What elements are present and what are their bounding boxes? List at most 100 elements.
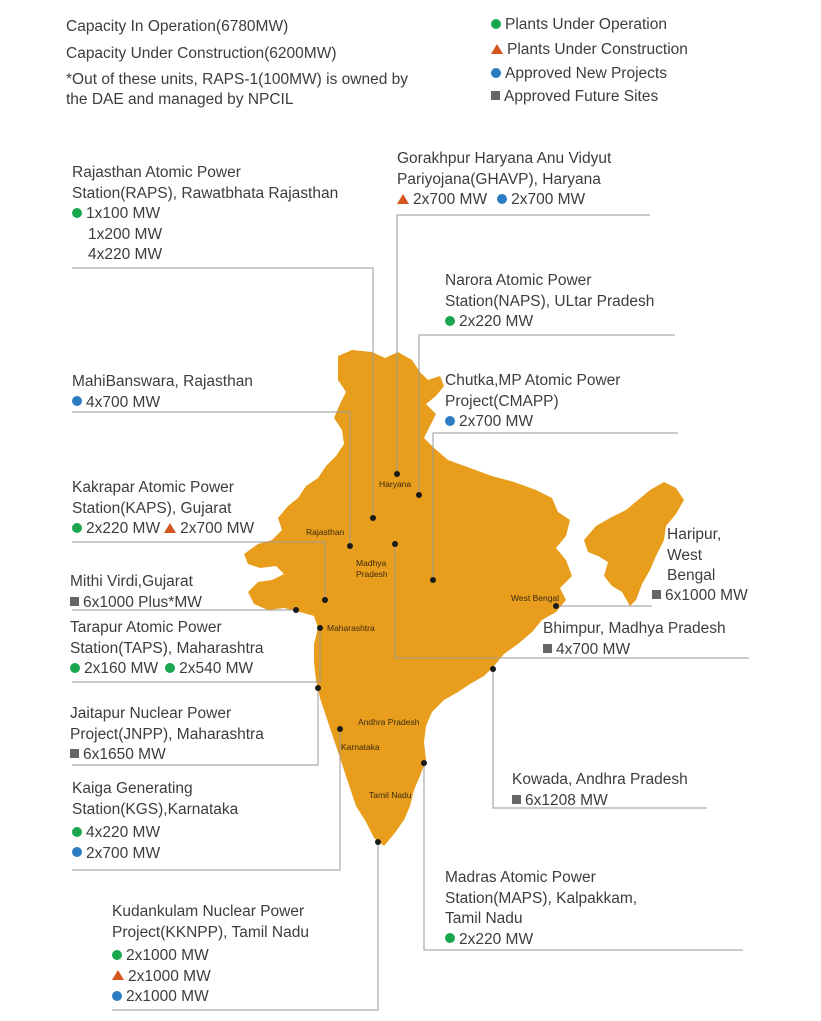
ownership-note-line2: the DAE and managed by NPCIL — [66, 91, 294, 108]
legend-label-construction: Plants Under Construction — [507, 41, 688, 58]
leader-naps — [418, 334, 675, 495]
plant-cmapp-capacity: 2x700 MW — [445, 412, 620, 433]
plant-kknpp-name2: Project(KKNPP), Tamil Nadu — [112, 923, 309, 941]
plant-haripur: Haripur, West Bengal — [667, 525, 721, 587]
plant-mithi-capacity: 6x1000 Plus*MW — [70, 593, 202, 614]
plant-location-dots — [293, 471, 559, 845]
capacity-value: 2x220 MW — [459, 313, 534, 330]
plant-kgs-name2: Station(KGS),Karnataka — [72, 800, 239, 818]
blue-dot-icon — [491, 67, 501, 78]
leader-jnpp — [72, 688, 319, 766]
plant-mithi-name1: Mithi Virdi,Gujarat — [70, 573, 193, 590]
grey-square-icon — [512, 794, 521, 804]
capacity-value: 6x1650 MW — [83, 746, 166, 763]
plant-raps-capacity-2: 1x200 MW — [88, 225, 163, 243]
plant-haripur-name1: Haripur, — [667, 526, 722, 543]
india-landmass — [244, 350, 684, 846]
plant-jnpp-name1: Jaitapur Nuclear Power — [70, 705, 232, 722]
dot-cmapp — [430, 577, 436, 583]
state-label-rajasthan: Rajasthan — [306, 527, 345, 537]
state-label-west-bengal: West Bengal — [511, 593, 560, 603]
green-dot-icon — [72, 207, 82, 218]
plant-maps-name2: Station(MAPS), Kalpakkam, — [445, 889, 638, 907]
legend-item-future: Approved Future Sites — [491, 87, 658, 108]
plant-ghavp-capacities: 2x700 MW 2x700 MW — [397, 190, 611, 211]
dot-mithi — [293, 607, 299, 613]
grey-square-icon — [70, 749, 79, 759]
grey-square-icon — [543, 643, 552, 653]
dot-bhimpur — [392, 541, 398, 547]
legend-item-approved: Approved New Projects — [491, 64, 667, 85]
leader-ghavp — [396, 214, 650, 474]
dot-raps — [370, 515, 376, 521]
plant-kaps-name2: Station(KAPS), Gujarat — [72, 499, 232, 517]
leader-taps — [72, 628, 321, 683]
leader-kknpp — [112, 842, 379, 1011]
grey-square-icon — [652, 590, 661, 600]
plant-kgs-name1: Kaiga Generating — [72, 780, 193, 797]
capacity-value: 6x1208 MW — [525, 791, 608, 809]
state-label-madhya-pradesh-2: Pradesh — [356, 569, 388, 579]
leader-kgs — [72, 729, 341, 871]
capacity-value: 1x100 MW — [86, 205, 161, 222]
capacity-value: 2x700 MW — [86, 844, 161, 862]
plant-taps-name1: Tarapur Atomic Power — [70, 619, 222, 636]
dot-jnpp — [315, 685, 321, 691]
plant-haripur-name3: Bengal — [667, 567, 716, 584]
orange-triangle-icon — [112, 970, 124, 981]
plant-cmapp-name2: Project(CMAPP) — [445, 392, 559, 410]
dot-kaps — [322, 597, 328, 603]
plant-cmapp: Chutka,MP Atomic Power Project(CMAPP) 2x… — [445, 371, 620, 433]
capacity-value: 2x1000 MW — [128, 967, 211, 985]
capacity-value: 6x1000 Plus*MW — [83, 593, 202, 611]
orange-triangle-icon — [164, 522, 177, 533]
capacity-value: 6x1000 MW — [665, 587, 748, 604]
capacity-value: 2x1000 MW — [126, 988, 209, 1005]
plant-jnpp: Jaitapur Nuclear Power Project(JNPP), Ma… — [70, 704, 264, 766]
plant-kaps: Kakrapar Atomic Power Station(KAPS), Guj… — [72, 478, 254, 540]
capacity-value: 2x1000 MW — [126, 947, 209, 964]
plant-kknpp-capacity-2: 2x1000 MW — [112, 967, 309, 988]
state-label-tamil-nadu: Tamil Nadu — [369, 790, 412, 800]
leader-kowada — [492, 669, 707, 809]
green-dot-icon — [70, 662, 80, 673]
plant-jnpp-capacity: 6x1650 MW — [70, 745, 264, 766]
green-dot-icon — [491, 18, 501, 29]
leader-kaps — [72, 541, 326, 600]
plant-kknpp-capacity-1: 2x1000 MW — [112, 946, 309, 967]
capacity-construction-text: Capacity Under Construction(6200MW) — [66, 45, 337, 62]
plant-kowada-capacity: 6x1208 MW — [512, 791, 688, 812]
leader-cmapp — [432, 432, 678, 580]
capacity-value: 2x220 MW — [86, 520, 161, 537]
capacity-value: 2x540 MW — [179, 660, 254, 677]
plant-raps-name2: Station(RAPS), Rawatbhata Rajasthan — [72, 184, 339, 202]
plant-taps-capacities: 2x160 MW 2x540 MW — [70, 659, 264, 680]
plant-ghavp-name2: Pariyojana(GHAVP), Haryana — [397, 170, 601, 188]
plant-naps-name2: Station(NAPS), ULtar Pradesh — [445, 292, 655, 310]
legend-item-operation: Plants Under Operation — [491, 15, 667, 36]
dot-haripur — [553, 603, 559, 609]
dot-mahi — [347, 543, 353, 549]
capacity-value: 4x220 MW — [86, 824, 161, 841]
leader-bhimpur — [394, 544, 749, 659]
plant-maps-name1: Madras Atomic Power — [445, 869, 596, 886]
india-northeast-shape — [584, 482, 684, 606]
plant-raps-name1: Rajasthan Atomic Power — [72, 164, 241, 181]
india-mainland-shape — [244, 350, 572, 846]
grey-square-icon — [491, 91, 500, 101]
plant-ghavp: Gorakhpur Haryana Anu Vidyut Pariyojana(… — [397, 149, 611, 211]
dot-kknpp — [375, 839, 381, 845]
capacity-value: 2x700 MW — [413, 191, 488, 208]
state-label-maharashtra: Maharashtra — [327, 623, 375, 633]
plant-kknpp-capacity-3: 2x1000 MW — [112, 987, 309, 1008]
plant-kowada: Kowada, Andhra Pradesh 6x1208 MW — [512, 770, 688, 811]
blue-dot-icon — [445, 415, 455, 426]
leader-maps — [423, 763, 743, 951]
plant-kgs-capacity-2: 2x700 MW — [72, 844, 238, 865]
legend-item-construction: Plants Under Construction — [491, 40, 688, 61]
plant-mahi-banswara: MahiBanswara, Rajasthan 4x700 MW — [72, 372, 253, 413]
ownership-note-line1: *Out of these units, RAPS-1(100MW) is ow… — [66, 71, 409, 88]
plant-haripur-capacity: 6x1000 MW — [652, 586, 748, 607]
